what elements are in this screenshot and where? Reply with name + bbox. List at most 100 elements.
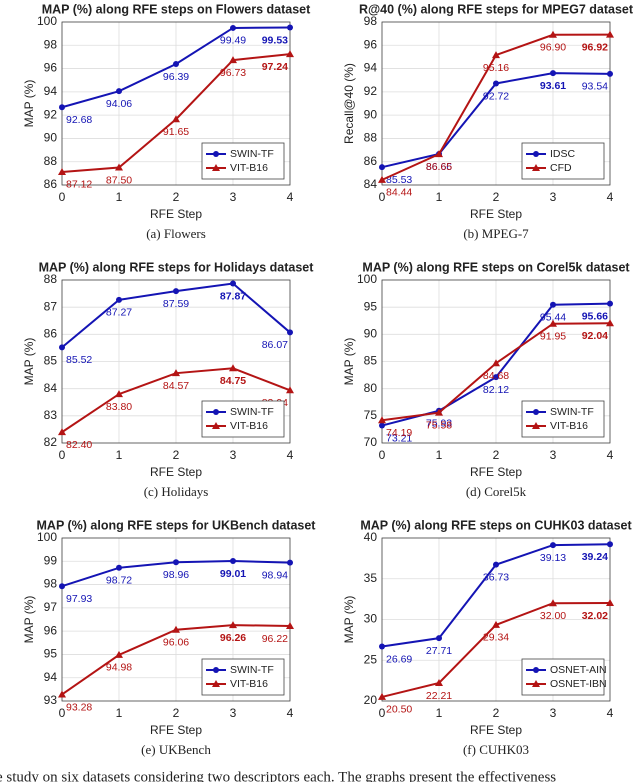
- marker: [173, 559, 179, 566]
- y-tick-label: 75: [364, 408, 378, 422]
- data-label: 93.54: [582, 81, 608, 93]
- x-axis-label: RFE Step: [150, 465, 202, 479]
- y-tick-label: 94: [364, 61, 378, 75]
- legend-box: [521, 658, 605, 696]
- legend-label: OSNET-IBN: [550, 678, 607, 690]
- caption: (f) CUHK03: [463, 742, 529, 757]
- y-axis-label: MAP (%): [22, 338, 36, 386]
- y-axis-label: MAP (%): [22, 80, 36, 128]
- y-axis-label: MAP (%): [342, 338, 356, 386]
- legend-marker: [213, 151, 219, 157]
- marker: [378, 416, 386, 424]
- marker: [287, 329, 293, 336]
- x-tick-label: 1: [116, 190, 123, 204]
- y-tick-label: 98: [364, 14, 378, 28]
- marker: [379, 422, 385, 429]
- marker: [230, 280, 236, 287]
- chart-title: MAP (%) along RFE steps on Corel5k datas…: [362, 260, 630, 274]
- data-label: 22.21: [426, 690, 452, 702]
- x-tick-label: 0: [59, 190, 66, 204]
- marker: [59, 344, 65, 351]
- x-tick-label: 2: [173, 706, 180, 720]
- marker: [230, 24, 236, 31]
- marker: [549, 30, 557, 38]
- data-label: 99.49: [220, 35, 246, 47]
- marker: [492, 51, 500, 59]
- legend-label: VIT-B16: [230, 162, 268, 174]
- legend-marker: [533, 151, 539, 157]
- y-axis-label: MAP (%): [342, 596, 356, 644]
- y-tick-label: 92: [44, 107, 58, 121]
- marker: [230, 558, 236, 565]
- marker: [172, 369, 180, 377]
- marker: [550, 301, 556, 308]
- legend-marker: [212, 422, 220, 429]
- x-tick-label: 3: [550, 190, 557, 204]
- legend-label: VIT-B16: [230, 678, 268, 690]
- data-label: 20.50: [386, 704, 412, 716]
- x-tick-label: 3: [550, 448, 557, 462]
- legend-label: CFD: [550, 162, 572, 174]
- y-tick-label: 94: [44, 84, 58, 98]
- marker: [492, 620, 500, 628]
- legend-marker: [213, 667, 219, 673]
- data-label: 85.53: [386, 174, 412, 186]
- marker: [287, 24, 293, 31]
- y-tick-label: 96: [44, 623, 58, 637]
- data-label: 99.01: [220, 568, 246, 580]
- data-label: 95.66: [582, 310, 608, 322]
- data-label: 95.44: [540, 312, 566, 324]
- y-tick-label: 84: [364, 177, 378, 191]
- legend-label: IDSC: [550, 148, 576, 160]
- marker: [549, 319, 557, 327]
- x-axis-label: RFE Step: [470, 465, 522, 479]
- chart-title: R@40 (%) along RFE steps for MPEG7 datas…: [359, 2, 634, 16]
- y-tick-label: 90: [364, 327, 378, 341]
- legend-label: OSNET-AIN: [550, 664, 607, 676]
- data-label: 96.06: [163, 637, 189, 649]
- x-tick-label: 3: [230, 448, 237, 462]
- data-label: 36.73: [483, 571, 509, 583]
- marker: [58, 690, 66, 698]
- x-tick-label: 4: [287, 190, 294, 204]
- y-tick-label: 40: [364, 530, 378, 544]
- legend-marker: [533, 409, 539, 415]
- data-label: 87.12: [66, 179, 92, 191]
- x-tick-label: 2: [173, 448, 180, 462]
- data-label: 87.59: [163, 298, 189, 310]
- data-label: 84.75: [220, 375, 246, 387]
- data-label: 82.12: [483, 384, 509, 396]
- y-tick-label: 30: [364, 612, 378, 626]
- x-tick-label: 0: [379, 706, 386, 720]
- x-tick-label: 3: [550, 706, 557, 720]
- y-tick-label: 88: [44, 154, 58, 168]
- data-label: 75.58: [426, 419, 452, 431]
- x-axis-label: RFE Step: [470, 207, 522, 221]
- data-label: 96.73: [220, 67, 246, 79]
- data-label: 73.21: [386, 432, 412, 444]
- legend-box: [521, 142, 605, 180]
- x-tick-label: 2: [493, 190, 500, 204]
- x-tick-label: 2: [173, 190, 180, 204]
- x-tick-label: 2: [493, 448, 500, 462]
- data-label: 39.13: [540, 552, 566, 564]
- marker: [172, 115, 180, 123]
- x-tick-label: 1: [116, 706, 123, 720]
- y-axis-label: MAP (%): [22, 596, 36, 644]
- x-tick-label: 1: [436, 706, 443, 720]
- plot-frame: [61, 537, 291, 702]
- data-label: 32.02: [582, 610, 608, 622]
- legend-marker: [212, 680, 220, 687]
- data-label: 74.19: [386, 427, 412, 439]
- marker: [59, 583, 65, 590]
- y-tick-label: 95: [44, 647, 58, 661]
- data-label: 93.28: [66, 701, 92, 713]
- chart-title: MAP (%) along RFE steps for Holidays dat…: [39, 260, 315, 274]
- marker: [287, 559, 293, 566]
- legend-box: [201, 142, 285, 180]
- marker: [606, 319, 614, 327]
- legend-label: VIT-B16: [230, 420, 268, 432]
- y-tick-label: 82: [44, 435, 58, 449]
- data-label: 86.66: [426, 161, 452, 173]
